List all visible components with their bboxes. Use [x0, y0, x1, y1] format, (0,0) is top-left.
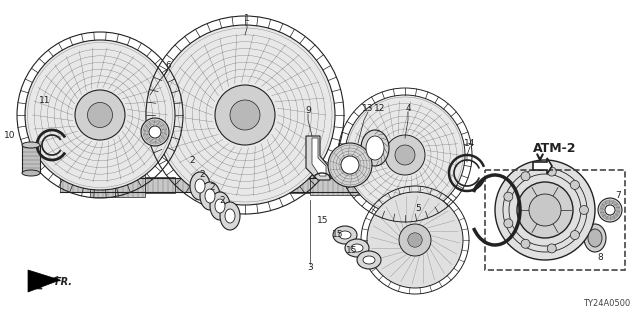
Circle shape	[517, 182, 573, 238]
Circle shape	[149, 126, 161, 138]
Ellipse shape	[22, 170, 40, 176]
Ellipse shape	[363, 256, 375, 264]
Circle shape	[341, 156, 359, 174]
Text: 6: 6	[165, 60, 171, 69]
Circle shape	[88, 102, 113, 127]
Ellipse shape	[190, 172, 210, 200]
Text: 11: 11	[39, 95, 51, 105]
Circle shape	[25, 40, 175, 190]
Text: 4: 4	[405, 103, 411, 113]
Bar	[485, 170, 625, 270]
Polygon shape	[360, 177, 395, 193]
Text: 14: 14	[464, 139, 476, 148]
Circle shape	[529, 194, 561, 226]
Text: 7: 7	[615, 190, 621, 199]
Polygon shape	[115, 173, 145, 197]
Circle shape	[367, 192, 463, 288]
Text: 9: 9	[305, 106, 311, 115]
Polygon shape	[145, 177, 175, 193]
Polygon shape	[395, 178, 430, 192]
Text: ATM-2: ATM-2	[533, 141, 577, 155]
Ellipse shape	[339, 231, 351, 239]
Polygon shape	[533, 158, 552, 174]
Ellipse shape	[345, 239, 369, 257]
Text: 2: 2	[189, 156, 195, 164]
Ellipse shape	[225, 209, 235, 223]
Text: 15: 15	[332, 229, 344, 238]
Ellipse shape	[357, 251, 381, 269]
Circle shape	[598, 198, 622, 222]
Circle shape	[547, 167, 556, 176]
Ellipse shape	[205, 189, 215, 203]
Text: 10: 10	[4, 131, 16, 140]
Text: 12: 12	[374, 103, 386, 113]
Text: 2: 2	[209, 182, 215, 191]
Polygon shape	[28, 270, 60, 292]
Ellipse shape	[215, 199, 225, 213]
Circle shape	[547, 244, 556, 253]
Text: 8: 8	[597, 253, 603, 262]
Polygon shape	[310, 175, 360, 195]
Circle shape	[399, 224, 431, 256]
Circle shape	[504, 219, 513, 228]
Ellipse shape	[210, 192, 230, 220]
Circle shape	[215, 85, 275, 145]
Text: 15: 15	[317, 215, 329, 225]
Text: 15: 15	[346, 245, 358, 254]
Ellipse shape	[588, 229, 602, 247]
Polygon shape	[175, 178, 230, 192]
Circle shape	[570, 180, 579, 189]
Circle shape	[141, 118, 169, 146]
Polygon shape	[230, 175, 265, 195]
Circle shape	[345, 95, 465, 215]
Circle shape	[385, 135, 425, 175]
Circle shape	[395, 145, 415, 165]
Text: 2: 2	[199, 170, 205, 179]
Bar	[22, 145, 40, 173]
Circle shape	[75, 90, 125, 140]
Circle shape	[521, 172, 530, 181]
Ellipse shape	[366, 136, 384, 160]
Circle shape	[495, 160, 595, 260]
Ellipse shape	[22, 142, 40, 148]
Polygon shape	[60, 178, 90, 192]
Text: 3: 3	[307, 263, 313, 273]
Text: FR.: FR.	[55, 277, 73, 287]
Ellipse shape	[220, 202, 240, 230]
Text: 1: 1	[244, 13, 250, 22]
Polygon shape	[312, 138, 326, 176]
Ellipse shape	[351, 244, 363, 252]
Circle shape	[230, 100, 260, 130]
Ellipse shape	[361, 130, 389, 166]
Text: 5: 5	[415, 204, 421, 212]
Ellipse shape	[333, 226, 357, 244]
Text: 13: 13	[362, 103, 374, 113]
Text: 2: 2	[219, 196, 225, 204]
Polygon shape	[306, 136, 330, 180]
Polygon shape	[265, 177, 310, 193]
Ellipse shape	[584, 224, 606, 252]
Circle shape	[155, 25, 335, 205]
Circle shape	[521, 239, 530, 248]
Circle shape	[579, 205, 589, 214]
Circle shape	[605, 205, 615, 215]
Circle shape	[504, 192, 513, 201]
Circle shape	[328, 143, 372, 187]
Circle shape	[408, 233, 422, 247]
Text: TY24A0500: TY24A0500	[583, 299, 630, 308]
Polygon shape	[90, 176, 115, 197]
Ellipse shape	[200, 182, 220, 210]
Circle shape	[570, 231, 579, 240]
Ellipse shape	[195, 179, 205, 193]
